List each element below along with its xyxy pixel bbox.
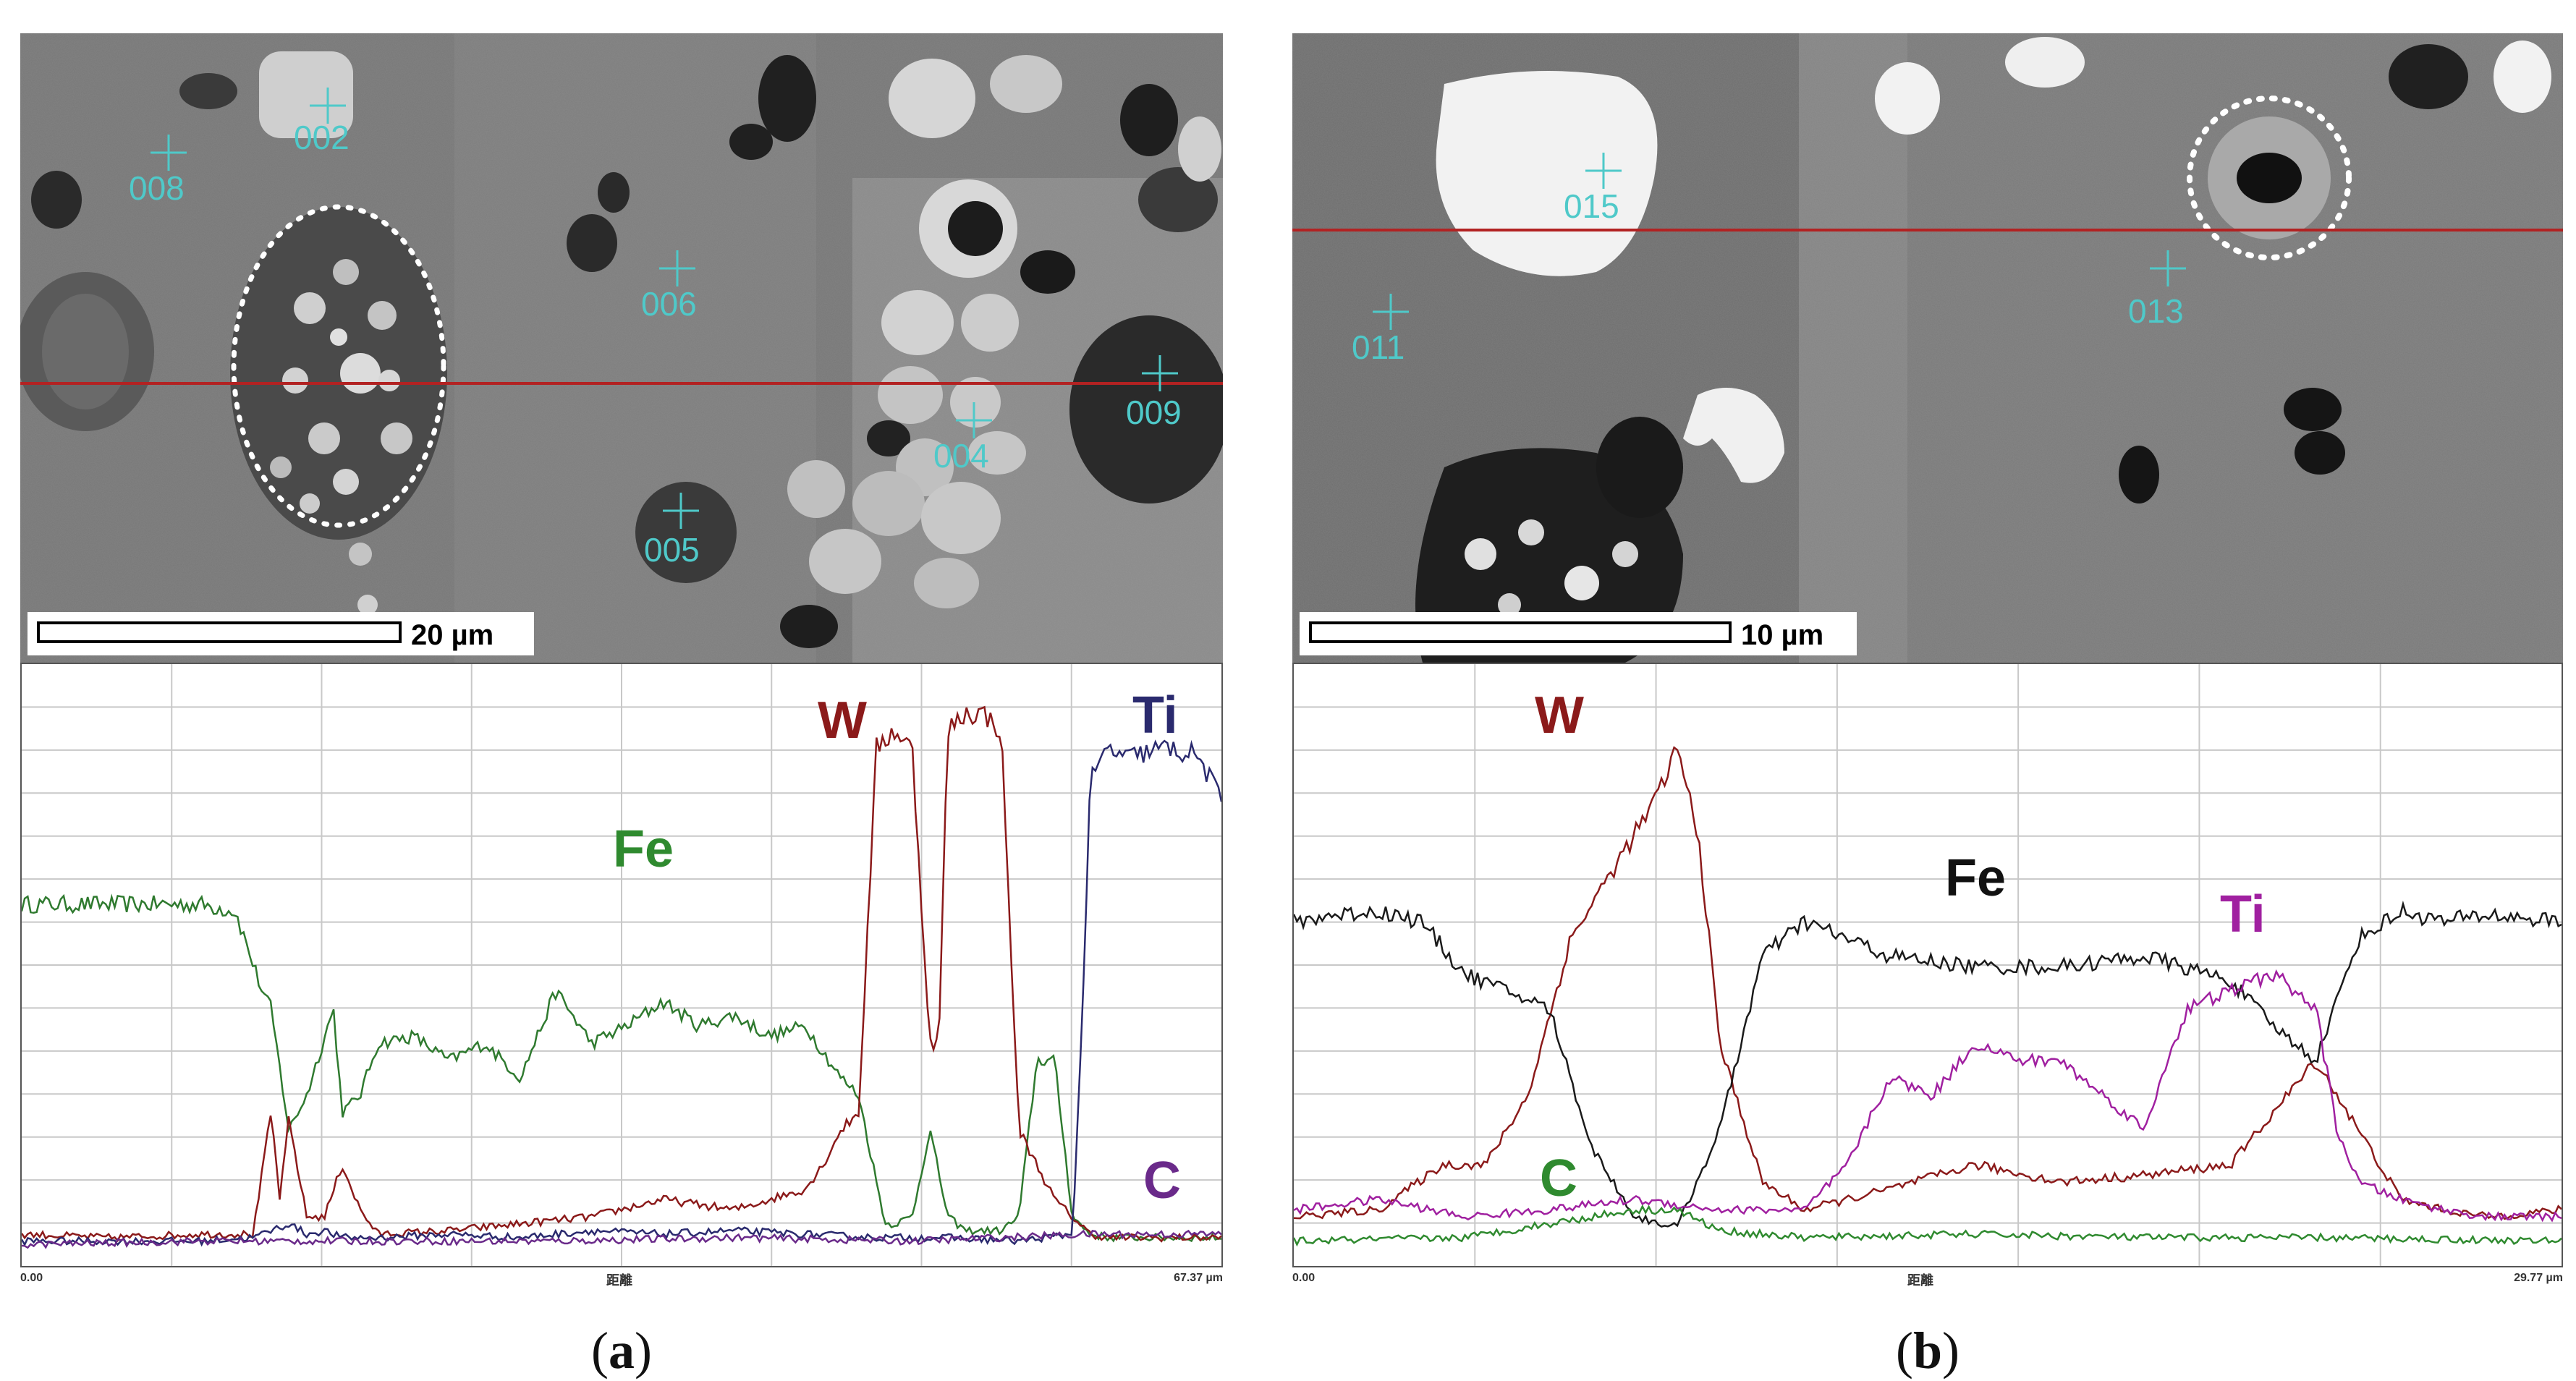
series-line-w	[22, 705, 1221, 1243]
grain-002	[259, 51, 353, 138]
element-label-w: W	[818, 692, 867, 749]
element-label-c: C	[1540, 1150, 1577, 1207]
element-label-ti: Ti	[2220, 885, 2266, 943]
x-start-label-b: 0.00	[1292, 1272, 1315, 1284]
element-label-w: W	[1535, 687, 1584, 744]
point-marker-013	[2150, 250, 2186, 286]
sem-image-a-svg: 008 002 006 004 009 005 20 µm	[20, 33, 1223, 663]
element-label-ti: Ti	[1132, 687, 1178, 744]
series-group-a	[22, 705, 1221, 1249]
element-label-fe: Fe	[1945, 849, 2006, 907]
series-line-c	[1294, 1204, 2562, 1247]
x-axis-label-b: 距離	[1907, 1273, 1933, 1288]
sem-image-b-svg: 015 011 013 10 µm	[1292, 33, 2563, 663]
point-marker-015	[1585, 153, 1622, 189]
scale-bar-label-a: 20 µm	[411, 619, 493, 651]
line-scan-chart-b: W Fe Ti C	[1292, 663, 2563, 1267]
series-line-fe	[1294, 900, 2562, 1228]
panel-label-a: (a)	[591, 1322, 652, 1380]
line-scan-a-svg: Fe W Ti C	[22, 664, 1221, 1266]
scale-bar-label-b: 10 µm	[1741, 619, 1823, 651]
point-label: 008	[129, 169, 185, 207]
x-start-label-a: 0.00	[20, 1272, 43, 1284]
series-line-fe	[22, 893, 1221, 1243]
panel-b: 015 011 013 10 µm W Fe Ti C 0.00 距離 29.7…	[1292, 33, 2563, 1380]
point-marker-004	[956, 402, 992, 438]
series-line-ti	[1294, 969, 2562, 1223]
point-label: 015	[1564, 187, 1619, 225]
panel-label-b: (b)	[1895, 1322, 1959, 1380]
grain-015	[1436, 71, 1658, 276]
point-label: 005	[644, 531, 700, 569]
point-marker-008	[151, 135, 187, 171]
series-line-ti	[22, 739, 1221, 1247]
series-line-w	[1294, 746, 2562, 1220]
line-scan-b-svg: W Fe Ti C	[1294, 664, 2562, 1266]
point-label: 009	[1126, 394, 1182, 431]
fine-grain-cluster-a	[230, 207, 447, 615]
point-marker-011	[1373, 294, 1409, 330]
gridlines-a	[22, 664, 1221, 1266]
element-label-c: C	[1143, 1152, 1181, 1210]
panel-a: 008 002 006 004 009 005 20 µm Fe W Ti C …	[20, 33, 1223, 1380]
sem-image-a: 008 002 006 004 009 005 20 µm	[20, 33, 1223, 663]
point-label: 002	[294, 119, 349, 156]
line-scan-chart-a: Fe W Ti C	[20, 663, 1223, 1267]
series-group-b	[1294, 746, 2562, 1247]
grain-hook	[1683, 388, 1784, 483]
x-end-label-a: 67.37 µm	[1174, 1272, 1223, 1284]
point-label: 004	[933, 437, 989, 475]
point-marker-005	[663, 493, 699, 529]
point-label: 006	[641, 285, 697, 323]
gridlines-b	[1294, 664, 2562, 1266]
pore-009	[1069, 315, 1223, 503]
pore-005	[635, 482, 737, 583]
point-marker-002	[310, 88, 346, 124]
series-line-c	[22, 1229, 1221, 1249]
dotted-outline-b	[2187, 95, 2352, 260]
scale-bar-a	[37, 621, 402, 643]
point-label: 011	[1352, 328, 1404, 366]
point-label: 013	[2128, 292, 2184, 330]
scale-bar-b	[1309, 621, 1732, 643]
x-axis-label-a: 距離	[606, 1273, 632, 1288]
point-marker-006	[659, 250, 695, 286]
x-end-label-b: 29.77 µm	[2514, 1272, 2563, 1284]
dotted-outline-a	[231, 204, 446, 528]
point-marker-009	[1142, 355, 1178, 391]
element-label-fe: Fe	[613, 820, 674, 878]
sem-image-b: 015 011 013 10 µm	[1292, 33, 2563, 663]
